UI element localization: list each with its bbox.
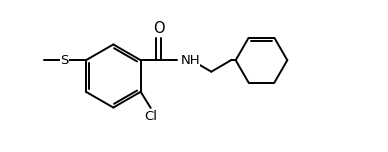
Text: O: O (153, 21, 165, 36)
Text: Cl: Cl (144, 110, 157, 123)
Text: NH: NH (181, 54, 201, 67)
Text: S: S (60, 54, 69, 67)
